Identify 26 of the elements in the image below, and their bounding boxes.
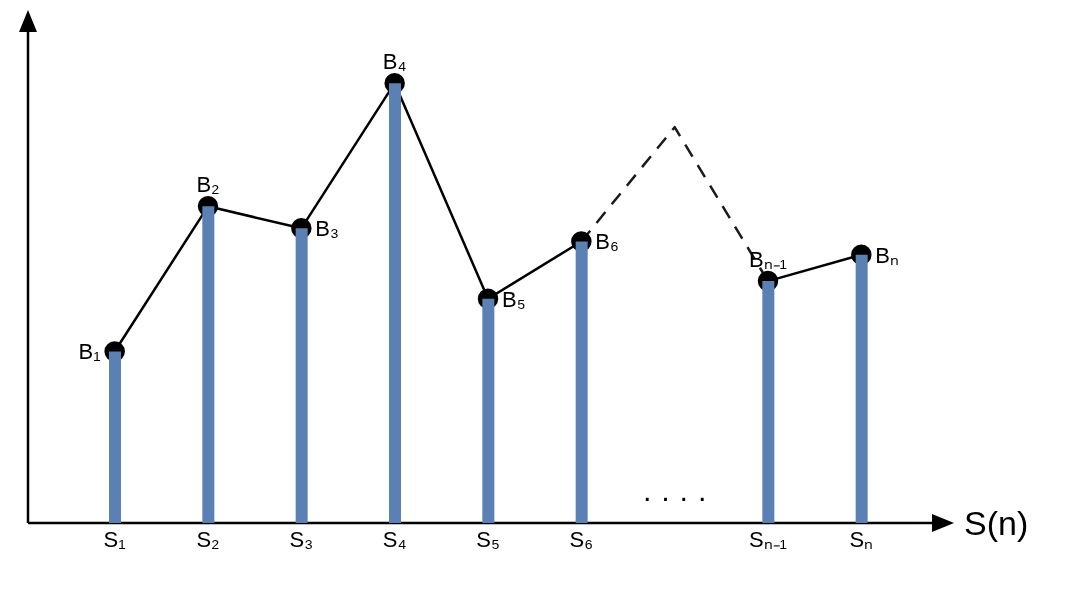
bar — [575, 241, 588, 523]
annotation: · · · · — [642, 480, 708, 514]
annotation: B₅ — [502, 286, 526, 312]
x-tick-label: S₅ — [476, 526, 500, 552]
annotation: B₄ — [382, 49, 407, 75]
annotation: Bₙ₋₁ — [748, 247, 788, 273]
annotation: B₃ — [315, 216, 339, 242]
annotation: B₁ — [78, 339, 101, 365]
annotation: B₂ — [196, 172, 220, 198]
bar — [109, 351, 121, 523]
x-tick-label: S₂ — [196, 526, 220, 552]
bar — [762, 281, 775, 523]
annotation: B₆ — [595, 229, 619, 255]
x-tick-label: S₄ — [382, 526, 407, 552]
annotation: Bₙ — [875, 242, 900, 268]
bar — [389, 83, 401, 523]
bar — [482, 298, 495, 523]
x-tick-label: S₆ — [569, 526, 594, 552]
bar — [202, 206, 215, 523]
x-tick-label: S₃ — [289, 526, 314, 552]
x-tick-label: S₁ — [103, 526, 126, 552]
bar — [295, 228, 308, 523]
x-tick-label: Sₙ₋₁ — [748, 526, 788, 552]
bar — [855, 254, 868, 523]
x-tick-label: Sₙ — [849, 526, 874, 552]
x-axis-title: S(n) — [964, 504, 1029, 542]
